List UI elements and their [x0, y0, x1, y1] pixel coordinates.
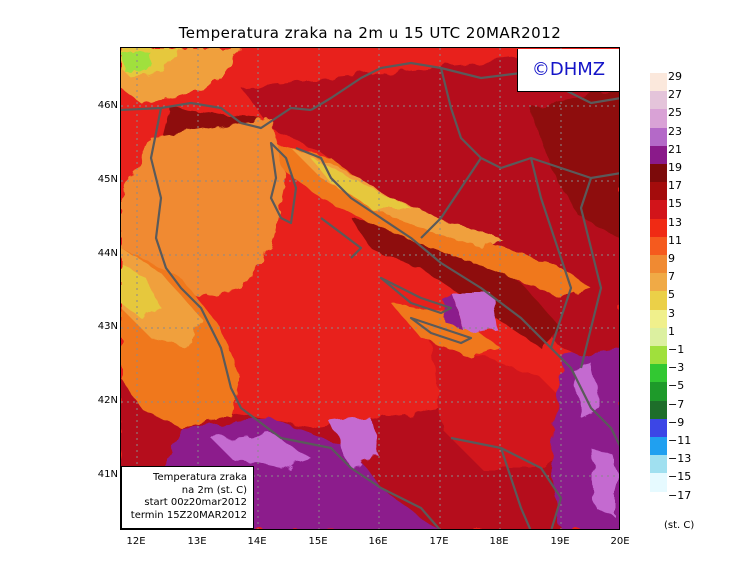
- legend-swatch: [650, 291, 667, 311]
- lat-label: 42N: [97, 395, 118, 406]
- lon-label: 20E: [610, 536, 630, 547]
- lat-label: 41N: [97, 469, 118, 480]
- legend-swatch: [650, 327, 667, 347]
- legend-level-label: 23: [668, 124, 682, 138]
- legend-level-label: 3: [668, 306, 675, 320]
- hot-core-area: [351, 218, 561, 348]
- legend-swatch: [650, 400, 667, 420]
- temperature-map: [120, 47, 620, 530]
- legend-level-label: −15: [668, 470, 692, 484]
- legend-swatch: [650, 164, 667, 183]
- legend-level-label: −11: [668, 434, 692, 447]
- legend-swatch: [650, 346, 667, 365]
- legend-level-label: 19: [668, 161, 682, 174]
- legend-level-label: 29: [668, 70, 682, 83]
- legend-swatch: [650, 437, 667, 456]
- map-title: Temperatura zraka na 2m u 15 UTC 20MAR20…: [178, 24, 562, 42]
- legend-level-label: 17: [668, 179, 682, 193]
- legend-level-label: −9: [668, 415, 685, 429]
- grid-lines: [121, 48, 619, 529]
- legend-swatch: [650, 145, 667, 165]
- violet-south-area: [211, 433, 311, 468]
- legend-swatch: [650, 473, 667, 493]
- legend-swatch: [650, 364, 667, 383]
- legend-swatch: [650, 73, 667, 92]
- violet-east-area: [591, 448, 616, 518]
- legend-level-label: 11: [668, 233, 682, 247]
- legend-swatch: [650, 200, 667, 220]
- info-line-term: termin 15Z20MAR2012: [130, 509, 247, 521]
- legend-level-label: −1: [668, 343, 685, 356]
- amber-mountain-band: [291, 148, 501, 248]
- lon-label: 18E: [489, 536, 509, 547]
- lat-label: 45N: [97, 174, 118, 185]
- legend-level-label: −3: [668, 361, 685, 375]
- legend-level-label: −7: [668, 397, 685, 411]
- legend-level-label: 1: [668, 324, 675, 338]
- legend-level-label: −17: [668, 488, 692, 502]
- info-line-unit: na 2m (st. C): [181, 484, 247, 496]
- legend-swatch: [650, 182, 667, 201]
- violet-south-area: [331, 418, 381, 468]
- dhmz-copyright-logo: ©DHMZ: [517, 49, 619, 92]
- legend-swatch: [650, 418, 667, 438]
- legend-level-label: 27: [668, 88, 682, 102]
- alps-green-area: [121, 53, 151, 73]
- legend-level-label: −5: [668, 379, 685, 393]
- lon-label: 13E: [187, 536, 207, 547]
- legend-swatch: [650, 236, 667, 256]
- yellow-mountain-band: [311, 158, 411, 208]
- legend-swatch: [650, 91, 667, 110]
- lon-label: 17E: [429, 536, 449, 547]
- legend-level-label: 15: [668, 197, 682, 211]
- italy-yellow-area: [121, 263, 161, 318]
- hot-core-area: [531, 88, 619, 237]
- legend-swatch: [650, 273, 667, 292]
- legend-level-label: 13: [668, 215, 682, 229]
- legend-swatch: [650, 127, 667, 147]
- italy-amber-area: [121, 248, 201, 348]
- lat-label: 46N: [97, 100, 118, 111]
- legend-swatch: [650, 382, 667, 402]
- legend-level-label: 5: [668, 288, 675, 302]
- legend-swatch: [650, 109, 667, 129]
- lon-label: 14E: [247, 536, 267, 547]
- lon-label: 12E: [126, 536, 146, 547]
- legend-level-label: 9: [668, 252, 675, 265]
- lon-label: 16E: [368, 536, 388, 547]
- lon-label: 15E: [308, 536, 328, 547]
- legend-level-label: 7: [668, 270, 675, 284]
- legend-swatch: [650, 455, 667, 474]
- lon-label: 19E: [550, 536, 570, 547]
- sea-south-field: [431, 338, 591, 468]
- info-line-variable: Temperatura zraka: [153, 472, 247, 483]
- violet-east-area: [571, 363, 601, 418]
- legend-unit: (st. C): [664, 520, 695, 531]
- purple-inland-area: [441, 293, 466, 333]
- legend-swatch: [650, 309, 667, 329]
- lat-label: 44N: [97, 248, 118, 259]
- legend-swatch: [650, 255, 667, 274]
- legend-swatch: [650, 218, 667, 238]
- map-fields-svg: [121, 48, 619, 529]
- forecast-info-box: Temperatura zraka na 2m (st. C) start 00…: [121, 466, 254, 529]
- lat-label: 43N: [97, 321, 118, 332]
- coastlines: [121, 61, 619, 529]
- legend-level-label: −13: [668, 452, 692, 466]
- legend-level-label: 21: [668, 142, 682, 156]
- legend-level-label: 25: [668, 106, 682, 120]
- istria-orange-area: [121, 118, 286, 298]
- info-line-start: start 00z20mar2012: [144, 497, 247, 508]
